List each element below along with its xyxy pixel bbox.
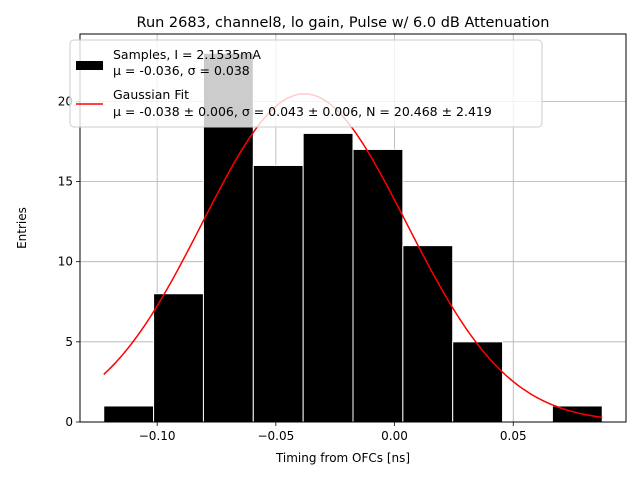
histogram-bar [103,405,155,423]
legend-fit-line2: μ = -0.038 ± 0.006, σ = 0.043 ± 0.006, N… [113,104,492,119]
histogram-bar [352,148,404,423]
legend-box [69,39,543,128]
histogram-bars [103,52,603,423]
legend-samples-line2: μ = -0.036, σ = 0.038 [113,63,250,78]
x-axis-label: Timing from OFCs [ns] [275,451,410,465]
axes-frame [79,33,627,423]
y-tick-label: 15 [58,175,73,189]
y-axis-label: Entries [15,207,29,249]
x-tick-label: 0.05 [500,429,527,443]
y-tick-label: 20 [58,94,73,108]
x-tick-label: −0.05 [257,429,294,443]
chart-title: Run 2683, channel8, lo gain, Pulse w/ 6.… [137,15,550,31]
legend-fit-line1: Gaussian Fit [113,87,189,102]
y-tick-label: 5 [65,335,73,349]
x-axis-ticks: −0.10 −0.05 0.00 0.05 [139,422,527,443]
histogram-bar [153,293,204,423]
x-tick-label: 0.00 [381,429,408,443]
histogram-bar [452,341,504,423]
x-tick-label: −0.10 [139,429,176,443]
y-axis-ticks: 0 5 10 15 20 [58,94,80,429]
legend-samples-line1: Samples, I = 2.1535mA [113,47,261,62]
gaussian-fit-curve [103,93,603,419]
histogram-bar [402,245,454,423]
histogram-bar [252,164,304,423]
histogram-bar [302,132,354,423]
legend-samples-swatch [76,61,103,70]
legend: Samples, I = 2.1535mA μ = -0.036, σ = 0.… [69,39,543,128]
y-tick-label: 10 [58,255,73,269]
y-tick-label: 0 [65,415,73,429]
